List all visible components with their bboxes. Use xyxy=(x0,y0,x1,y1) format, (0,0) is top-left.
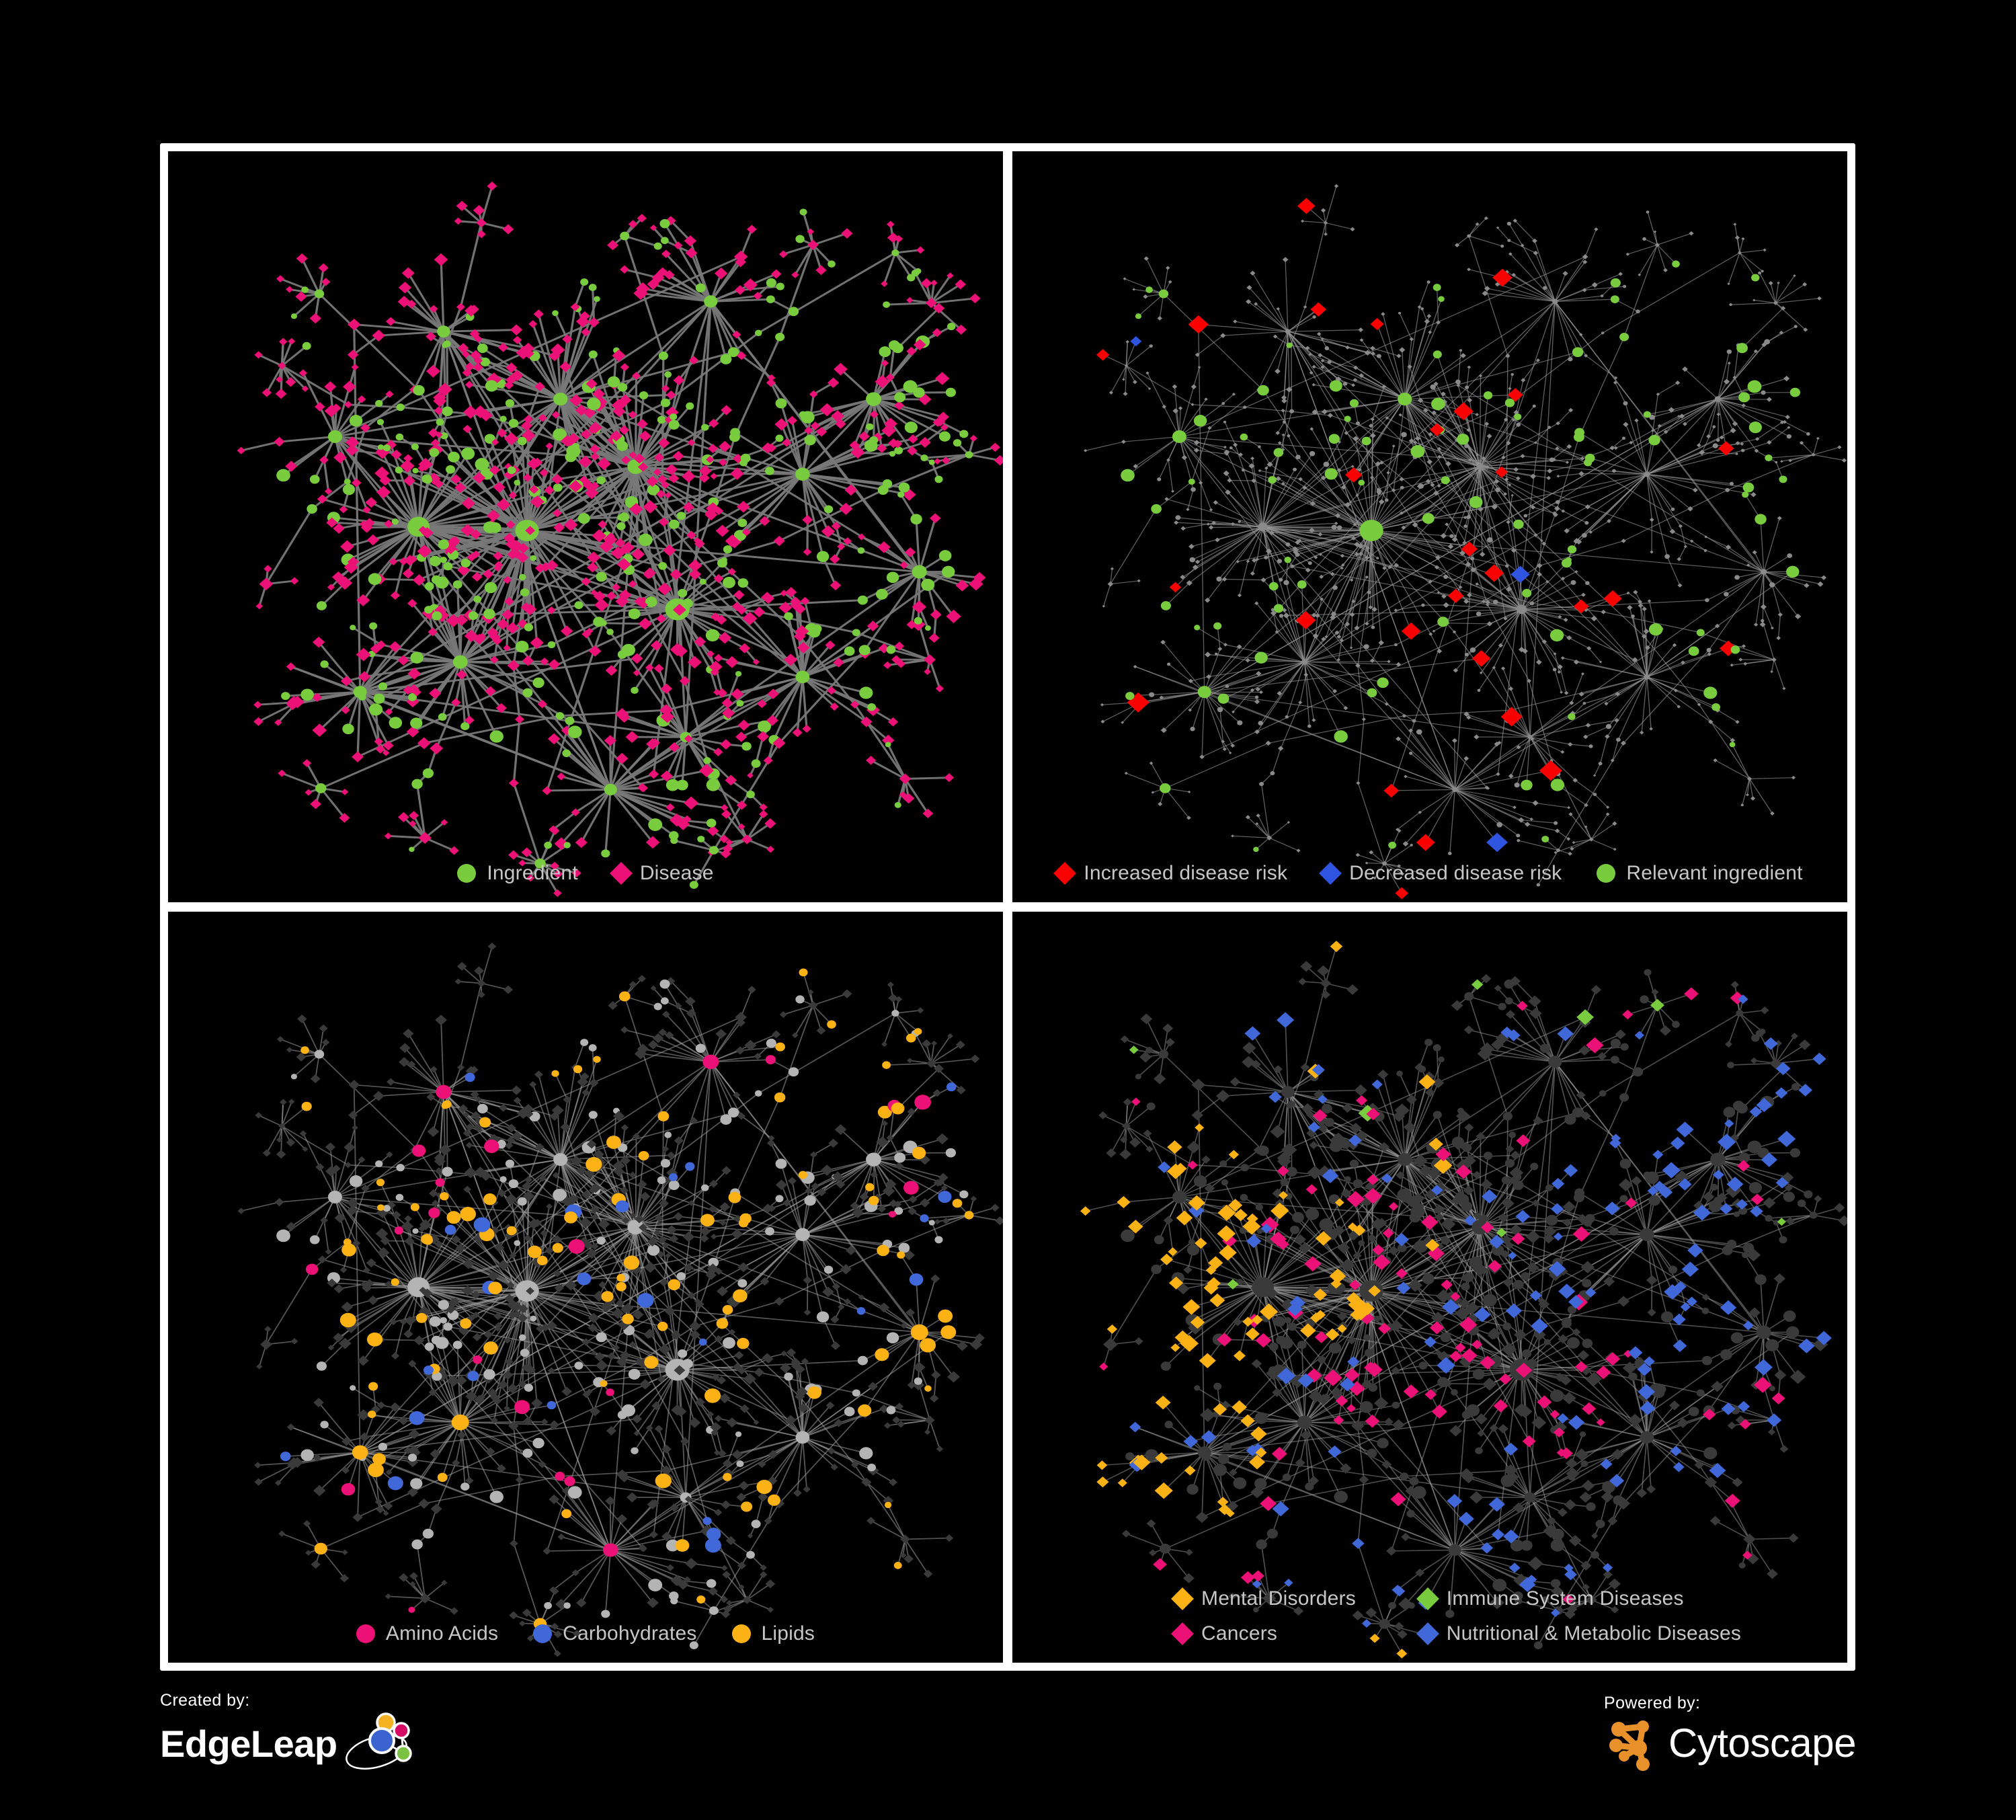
legend-item-label: Increased disease risk xyxy=(1084,862,1288,884)
mental-disorders-swatch-icon xyxy=(1171,1587,1194,1610)
amino-acids-swatch-icon xyxy=(356,1624,375,1643)
legend-nutrient-classes: Amino Acids Carbohydrates Lipids xyxy=(168,1622,1003,1645)
legend-item-label: Carbohydrates xyxy=(563,1622,697,1645)
panel-nutrient-classes[interactable]: Amino Acids Carbohydrates Lipids xyxy=(168,912,1003,1663)
legend-item[interactable]: Increased disease risk xyxy=(1053,862,1288,885)
metabolic-diseases-swatch-icon xyxy=(1416,1622,1439,1645)
edgeleap-wordmark: EdgeLeap xyxy=(160,1723,337,1765)
legend-item-label: Disease xyxy=(639,862,714,884)
legend-item-label: Amino Acids xyxy=(385,1622,499,1645)
network-canvas-nutrient-classes[interactable] xyxy=(168,912,1003,1663)
figure-frame: Ingredient Disease Increased disease ris… xyxy=(160,143,1855,1671)
legend-item[interactable]: Lipids xyxy=(731,1622,815,1645)
legend-item-label: Nutritional & Metabolic Diseases xyxy=(1446,1622,1742,1645)
immune-diseases-swatch-icon xyxy=(1416,1587,1439,1610)
legend-item[interactable]: Disease xyxy=(609,862,714,885)
legend-item[interactable]: Relevant ingredient xyxy=(1597,862,1803,885)
legend-item-label: Relevant ingredient xyxy=(1626,862,1803,884)
edgeleap-node-cluster-icon xyxy=(344,1712,414,1776)
legend-item-label: Decreased disease risk xyxy=(1349,862,1562,884)
legend-item-label: Immune System Diseases xyxy=(1446,1587,1684,1610)
legend-item-label: Cancers xyxy=(1201,1622,1278,1645)
legend-item[interactable]: Ingredient xyxy=(457,862,578,885)
network-canvas-ingredient-disease[interactable] xyxy=(168,151,1003,902)
legend-disease-risk: Increased disease risk Decreased disease… xyxy=(1012,862,1847,885)
legend-ingredient-disease: Ingredient Disease xyxy=(168,862,1003,885)
cancers-swatch-icon xyxy=(1171,1622,1194,1645)
decreased-risk-swatch-icon xyxy=(1319,862,1342,885)
footer-branding: Created by: EdgeLeap Powered by xyxy=(160,1684,1856,1812)
carbohydrates-swatch-icon xyxy=(533,1624,553,1643)
network-canvas-disease-classes[interactable] xyxy=(1012,912,1847,1663)
legend-item-label: Ingredient xyxy=(487,862,578,884)
legend-disease-classes: Mental Disorders Immune System Diseases … xyxy=(1171,1587,1741,1645)
legend-item[interactable]: Carbohydrates xyxy=(533,1622,696,1645)
cytoscape-network-icon xyxy=(1604,1714,1662,1772)
legend-item[interactable]: Amino Acids xyxy=(356,1622,498,1645)
created-by-kicker: Created by: xyxy=(160,1691,250,1710)
panel-disease-risk[interactable]: Increased disease risk Decreased disease… xyxy=(1012,151,1847,902)
legend-item-label: Mental Disorders xyxy=(1201,1587,1356,1610)
relevant-ingredient-swatch-icon xyxy=(1597,864,1616,883)
created-by-edgeleap[interactable]: Created by: EdgeLeap xyxy=(160,1691,414,1776)
panel-ingredient-disease[interactable]: Ingredient Disease xyxy=(168,151,1003,902)
legend-item[interactable]: Decreased disease risk xyxy=(1319,862,1562,885)
network-canvas-disease-risk[interactable] xyxy=(1012,151,1847,902)
panel-disease-classes[interactable]: Mental Disorders Immune System Diseases … xyxy=(1012,912,1847,1663)
legend-item[interactable]: Immune System Diseases xyxy=(1416,1587,1683,1610)
increased-risk-swatch-icon xyxy=(1053,862,1077,885)
powered-by-kicker: Powered by: xyxy=(1604,1694,1701,1712)
legend-item[interactable]: Nutritional & Metabolic Diseases xyxy=(1416,1622,1741,1645)
legend-item[interactable]: Mental Disorders xyxy=(1171,1587,1420,1610)
ingredient-swatch-icon xyxy=(457,864,477,883)
legend-item[interactable]: Cancers xyxy=(1171,1622,1420,1645)
legend-item-label: Lipids xyxy=(761,1622,815,1645)
disease-swatch-icon xyxy=(609,862,633,885)
cytoscape-wordmark: Cytoscape xyxy=(1668,1720,1856,1766)
powered-by-cytoscape[interactable]: Powered by: xyxy=(1604,1694,1856,1772)
lipids-swatch-icon xyxy=(731,1624,751,1643)
